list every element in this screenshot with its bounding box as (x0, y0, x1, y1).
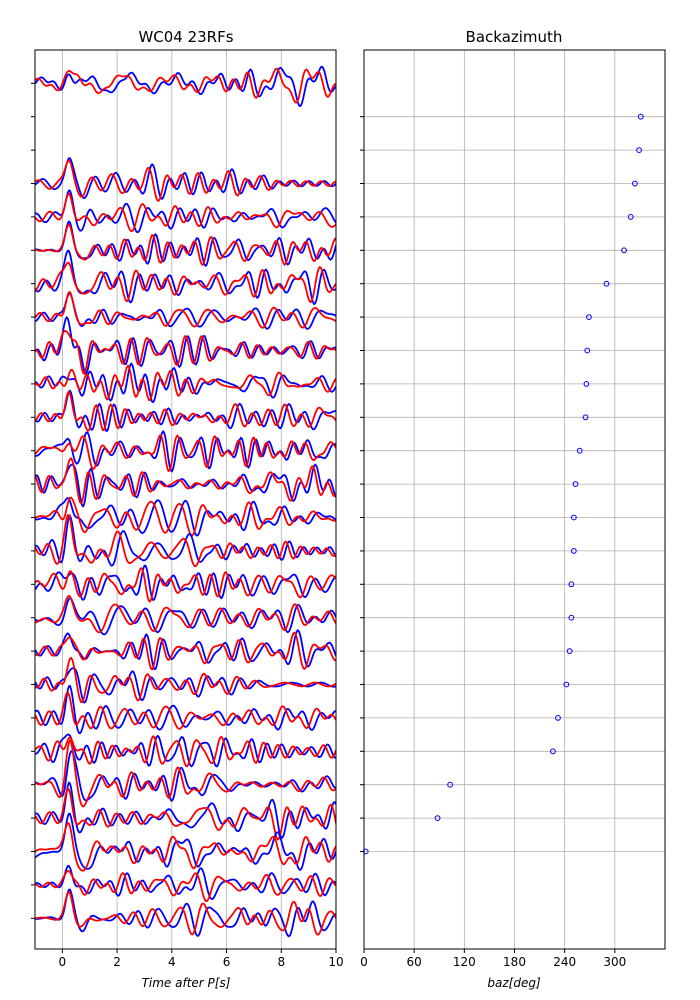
backazimuth-point (568, 581, 575, 588)
red-trace (35, 496, 336, 537)
right-grid (363, 50, 665, 949)
right-x-tick-label: 240 (553, 955, 576, 969)
blue-trace (35, 496, 336, 537)
red-trace (35, 159, 336, 202)
red-trace (35, 870, 336, 903)
backazimuth-point (603, 280, 610, 287)
red-trace (35, 594, 336, 634)
backazimuth-point (632, 180, 638, 187)
red-trace (35, 738, 336, 808)
right-x-axis-label: baz[deg] (487, 976, 541, 990)
red-trace (35, 890, 336, 936)
right-x-tick-label: 300 (603, 955, 626, 969)
left-x-tick-label: 10 (328, 955, 343, 969)
backazimuth-point (555, 715, 561, 721)
blue-trace (35, 362, 336, 404)
left-x-tick-label: 4 (168, 955, 176, 969)
right-x-tick-label: 60 (407, 955, 422, 969)
backazimuth-point (570, 548, 577, 554)
blue-trace (35, 429, 336, 473)
left-plot-frame (34, 49, 337, 950)
backazimuth-point (572, 481, 579, 488)
red-trace (35, 364, 336, 402)
right-x-tick-label: 180 (503, 955, 526, 969)
red-trace (35, 291, 336, 329)
red-trace (35, 566, 336, 603)
backazimuth-point (568, 614, 575, 621)
red-trace (35, 223, 336, 267)
left-x-tick-label: 6 (223, 955, 231, 969)
backazimuth-point (434, 815, 441, 821)
backazimuth-point (627, 214, 634, 220)
red-trace (35, 329, 336, 376)
backazimuth-point (637, 113, 644, 120)
blue-trace (35, 733, 336, 768)
left-x-ticks: 0 2 4 6 8 10 (59, 949, 344, 969)
right-panel-title: Backazimuth (466, 28, 563, 46)
red-trace (35, 787, 336, 841)
red-trace (35, 67, 336, 104)
backazimuth-point (576, 447, 583, 454)
left-x-axis-label: Time after P[s] (142, 976, 231, 990)
blue-trace (35, 249, 336, 306)
left-x-tick-label: 8 (277, 955, 285, 969)
right-x-tick-label: 0 (360, 955, 368, 969)
traces (35, 65, 336, 938)
backazimuth-point (586, 314, 592, 321)
right-x-tick-label: 120 (453, 955, 476, 969)
red-trace (35, 735, 336, 768)
red-trace (35, 434, 336, 473)
red-trace (35, 390, 336, 432)
red-trace (35, 457, 336, 505)
blue-trace (35, 750, 336, 803)
red-trace (35, 514, 336, 568)
backazimuth-point (563, 681, 570, 688)
backazimuth-point (621, 247, 627, 254)
right-x-ticks: 0 60 120 180 240 300 (360, 949, 626, 969)
blue-trace (35, 564, 336, 602)
blue-trace (35, 684, 336, 735)
blue-trace (35, 667, 336, 704)
blue-trace (35, 864, 336, 900)
blue-trace (35, 597, 336, 636)
backazimuth-points (362, 113, 644, 855)
left-y-ticks (31, 82, 35, 919)
red-trace (35, 192, 336, 233)
backazimuth-panel: Backazimuth 0 60 120 180 240 300 baz[deg] (360, 28, 666, 990)
backazimuth-point (447, 781, 454, 788)
blue-trace (35, 157, 336, 201)
red-trace (35, 631, 336, 671)
left-panel-title: WC04 23RFs (138, 28, 233, 46)
blue-trace (35, 463, 336, 508)
receiver-function-panel: WC04 23RFs 0 2 4 6 8 10 Time after P[s] (31, 28, 344, 990)
red-trace (35, 822, 336, 872)
blue-trace (35, 189, 336, 234)
left-x-tick-label: 0 (59, 955, 67, 969)
backazimuth-point (570, 514, 577, 521)
backazimuth-point (566, 648, 573, 654)
backazimuth-point (583, 381, 590, 387)
backazimuth-point (584, 347, 591, 354)
blue-trace (35, 389, 336, 432)
red-trace (35, 261, 336, 304)
blue-trace (35, 888, 336, 938)
blue-trace (35, 65, 336, 108)
backazimuth-point (636, 147, 642, 154)
backazimuth-point (550, 748, 556, 755)
left-x-tick-label: 2 (113, 955, 121, 969)
red-trace (35, 656, 336, 704)
right-y-ticks (360, 116, 364, 852)
backazimuth-point (582, 414, 589, 421)
red-trace (35, 691, 336, 730)
